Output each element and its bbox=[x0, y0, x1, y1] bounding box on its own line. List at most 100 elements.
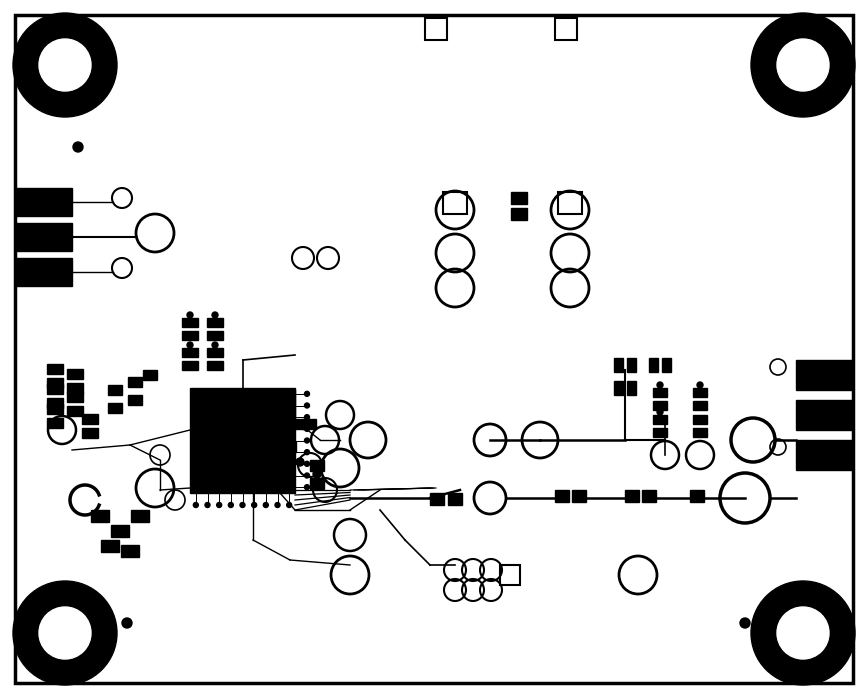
Circle shape bbox=[305, 473, 310, 478]
Bar bbox=[128, 395, 142, 405]
Circle shape bbox=[305, 461, 310, 466]
Bar bbox=[796, 360, 853, 390]
Bar bbox=[101, 540, 119, 552]
Bar bbox=[572, 490, 586, 502]
Bar bbox=[558, 192, 582, 214]
Bar bbox=[693, 428, 707, 437]
Bar bbox=[47, 398, 63, 408]
Circle shape bbox=[305, 403, 310, 408]
Bar bbox=[653, 428, 667, 437]
Bar bbox=[614, 381, 623, 395]
Circle shape bbox=[39, 39, 91, 91]
Bar bbox=[282, 442, 296, 452]
Bar bbox=[555, 18, 577, 40]
Circle shape bbox=[275, 503, 280, 507]
Bar bbox=[207, 318, 223, 327]
Bar bbox=[693, 401, 707, 410]
Bar bbox=[443, 192, 467, 214]
Bar bbox=[425, 18, 447, 40]
Circle shape bbox=[751, 581, 855, 685]
Bar bbox=[207, 361, 223, 370]
Bar bbox=[47, 404, 63, 414]
Circle shape bbox=[263, 503, 268, 507]
Circle shape bbox=[305, 484, 310, 490]
Bar bbox=[108, 403, 122, 413]
Bar bbox=[511, 208, 527, 220]
Circle shape bbox=[73, 142, 83, 152]
Bar bbox=[796, 440, 853, 470]
Bar bbox=[627, 381, 636, 395]
Bar bbox=[649, 358, 658, 372]
Bar bbox=[67, 392, 83, 402]
Bar bbox=[182, 318, 198, 327]
Bar bbox=[82, 428, 98, 438]
Circle shape bbox=[212, 312, 218, 318]
Bar bbox=[47, 378, 63, 388]
Bar bbox=[310, 460, 324, 471]
Bar bbox=[182, 331, 198, 340]
Bar bbox=[500, 565, 520, 585]
Bar bbox=[614, 358, 623, 372]
Bar bbox=[653, 415, 667, 424]
Bar bbox=[91, 510, 109, 522]
Bar bbox=[131, 510, 149, 522]
Bar bbox=[511, 192, 527, 204]
Circle shape bbox=[122, 618, 132, 628]
Bar bbox=[555, 490, 569, 502]
Circle shape bbox=[740, 618, 750, 628]
Bar bbox=[15, 223, 72, 251]
Circle shape bbox=[751, 13, 855, 117]
Bar bbox=[15, 188, 72, 216]
Bar bbox=[82, 414, 98, 424]
Bar bbox=[310, 478, 324, 489]
Bar bbox=[128, 377, 142, 387]
Bar bbox=[662, 358, 671, 372]
Bar bbox=[257, 424, 271, 434]
Bar bbox=[111, 525, 129, 537]
Bar bbox=[690, 490, 704, 502]
Bar bbox=[642, 490, 656, 502]
Circle shape bbox=[305, 438, 310, 443]
Circle shape bbox=[305, 426, 310, 431]
Bar bbox=[796, 400, 853, 430]
Bar bbox=[272, 442, 286, 452]
Bar bbox=[182, 361, 198, 370]
Bar bbox=[47, 418, 63, 428]
Bar bbox=[693, 388, 707, 397]
Bar bbox=[653, 401, 667, 410]
Circle shape bbox=[240, 503, 245, 507]
Bar bbox=[207, 348, 223, 357]
Bar bbox=[693, 415, 707, 424]
Bar bbox=[182, 348, 198, 357]
Circle shape bbox=[305, 415, 310, 419]
Circle shape bbox=[777, 39, 829, 91]
Bar bbox=[143, 370, 157, 380]
Bar bbox=[627, 358, 636, 372]
Circle shape bbox=[305, 450, 310, 454]
Circle shape bbox=[13, 13, 117, 117]
Circle shape bbox=[212, 342, 218, 348]
Circle shape bbox=[274, 439, 282, 447]
Bar bbox=[67, 383, 83, 393]
Bar bbox=[625, 490, 639, 502]
Circle shape bbox=[228, 503, 233, 507]
Bar bbox=[121, 545, 139, 557]
Circle shape bbox=[657, 382, 663, 388]
Bar bbox=[47, 364, 63, 374]
Bar bbox=[190, 388, 295, 493]
Bar bbox=[47, 384, 63, 394]
Circle shape bbox=[313, 470, 321, 478]
Circle shape bbox=[187, 342, 193, 348]
Circle shape bbox=[657, 409, 663, 415]
Circle shape bbox=[13, 581, 117, 685]
Circle shape bbox=[697, 382, 703, 388]
Bar bbox=[430, 493, 444, 505]
Bar bbox=[207, 331, 223, 340]
Bar bbox=[67, 406, 83, 416]
Circle shape bbox=[217, 503, 221, 507]
Bar bbox=[653, 388, 667, 397]
Bar bbox=[448, 493, 462, 505]
Bar bbox=[67, 369, 83, 379]
Circle shape bbox=[187, 312, 193, 318]
Bar bbox=[292, 419, 306, 429]
